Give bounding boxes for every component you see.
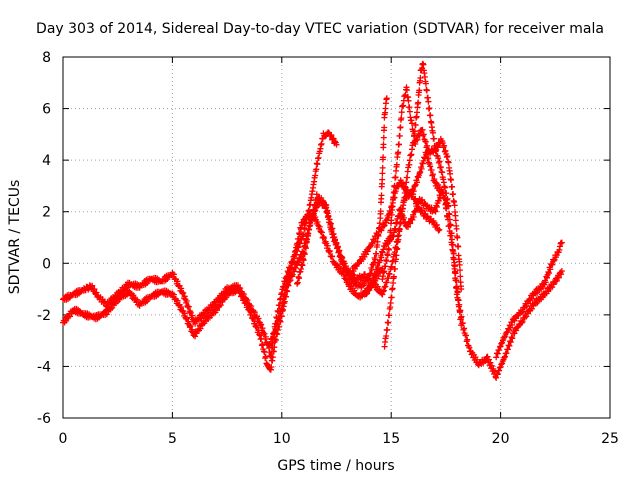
x-axis-label: GPS time / hours	[277, 458, 394, 474]
data-point-markers	[60, 129, 340, 360]
y-tick-label: 8	[42, 50, 51, 66]
data-point-markers	[379, 84, 465, 293]
x-tick-label: 10	[273, 431, 291, 447]
x-tick-label: 25	[601, 431, 619, 447]
y-tick-label: -4	[37, 359, 51, 375]
series-track-3	[294, 95, 390, 290]
axis-ticks: 0 5 10 15 20 25 -6 -4 -2 0 2 4 6 8	[37, 50, 619, 447]
x-tick-label: 5	[168, 431, 177, 447]
x-tick-label: 0	[59, 431, 68, 447]
chart-title: Day 303 of 2014, Sidereal Day-to-day VTE…	[36, 21, 604, 37]
y-tick-label: 0	[42, 256, 51, 272]
y-tick-label: 4	[42, 153, 51, 169]
series-track-9	[493, 239, 565, 361]
y-tick-label: 2	[42, 205, 51, 221]
series-track-8	[265, 210, 386, 348]
data-point-markers	[493, 239, 565, 361]
data-point-markers	[348, 177, 443, 277]
data-point-markers	[265, 210, 386, 348]
y-tick-label: -2	[37, 308, 51, 324]
data-points	[60, 60, 565, 381]
x-tick-label: 15	[382, 431, 400, 447]
y-tick-label: 6	[42, 102, 51, 118]
data-point-markers	[294, 95, 390, 290]
y-axis-label: SDTVAR / TECUs	[7, 180, 23, 295]
series-track-1	[60, 129, 340, 360]
series-track-5	[379, 84, 465, 293]
plot-frame	[62, 56, 611, 419]
x-tick-label: 20	[492, 431, 510, 447]
y-tick-label: -6	[37, 411, 51, 427]
series-track-6	[348, 177, 443, 277]
